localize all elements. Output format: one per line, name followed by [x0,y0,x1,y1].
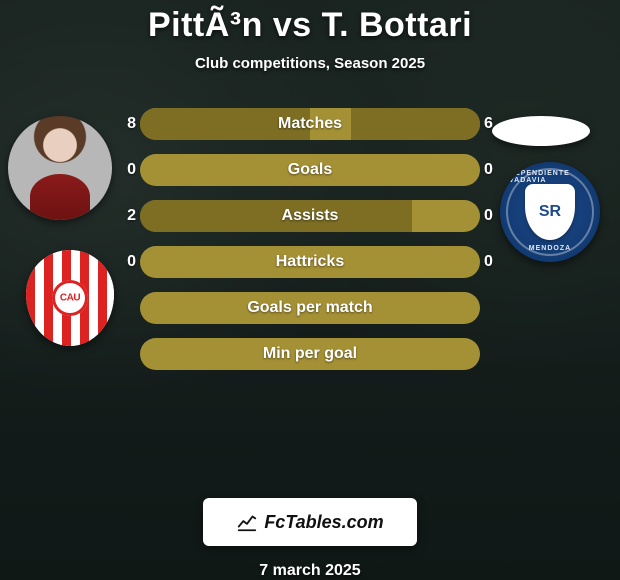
date-text: 7 march 2025 [259,562,360,580]
brand-text: FcTables.com [264,512,383,533]
page-title: PittÃ³n vs T. Bottari [148,6,472,45]
bar-value-left: 8 [122,115,136,133]
bar-value-right: 0 [484,207,498,225]
stat-row: Min per goal [140,338,480,370]
bar-value-left: 0 [122,161,136,179]
bar-value-left: 0 [122,253,136,271]
club-right-ring-bottom: MENDOZA [529,245,571,252]
brand-badge: FcTables.com [203,498,417,546]
bar-label: Assists [140,207,480,225]
bar-label: Hattricks [140,253,480,271]
stat-row: Goals per match [140,292,480,324]
stat-row: Hattricks00 [140,246,480,278]
club-right-initials: SR [525,184,575,240]
stat-row: Assists20 [140,200,480,232]
club-right-ring-top: INDEPENDIENTE RIVADAVIA [500,170,600,184]
player-left-avatar [8,116,112,220]
bar-value-right: 0 [484,161,498,179]
bar-label: Matches [140,115,480,133]
stat-row: Goals00 [140,154,480,186]
comparison-stage: CAU INDEPENDIENTE RIVADAVIA SR MENDOZA M… [0,90,620,198]
content-root: PittÃ³n vs T. Bottari Club competitions,… [0,0,620,580]
bar-label: Goals per match [140,299,480,317]
stat-bars: Matches86 Goals00 Assists20 Hattricks00 Goal… [140,108,480,370]
player-left-club-badge: CAU [22,248,118,348]
bar-label: Min per goal [140,345,480,363]
bar-value-left: 2 [122,207,136,225]
bar-label: Goals [140,161,480,179]
chart-icon [236,511,258,533]
player-right-club-badge: INDEPENDIENTE RIVADAVIA SR MENDOZA [500,162,600,262]
club-left-initials: CAU [60,293,80,304]
bar-value-right: 0 [484,253,498,271]
page-subtitle: Club competitions, Season 2025 [195,55,425,72]
shield-icon: CAU [26,250,114,346]
bar-value-right: 6 [484,115,498,133]
stat-row: Matches86 [140,108,480,140]
player-right-avatar-placeholder [492,116,590,146]
